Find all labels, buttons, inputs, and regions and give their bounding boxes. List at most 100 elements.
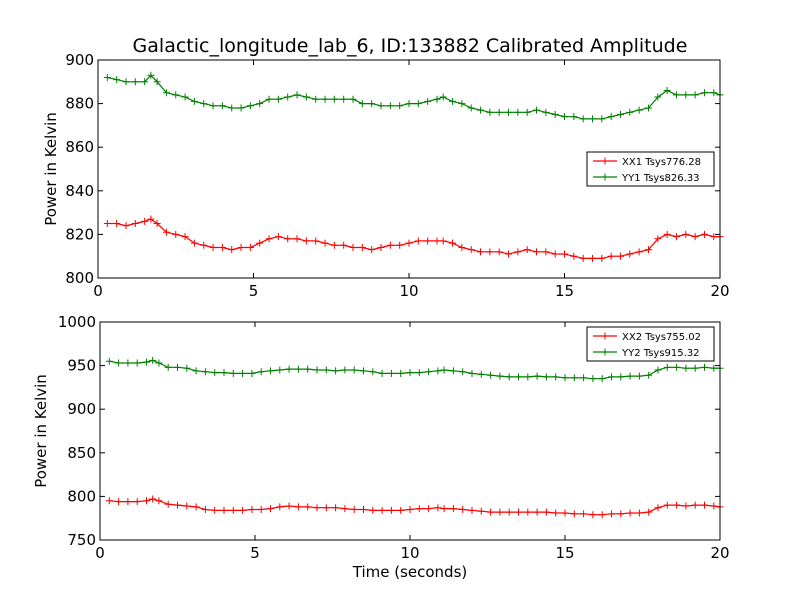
data-point — [552, 373, 560, 381]
data-point — [682, 364, 690, 372]
legend-marker — [601, 173, 609, 181]
y-tick-label: 800 — [67, 487, 96, 505]
data-point — [672, 233, 680, 241]
y-axis-label: Power in Kelvin — [32, 374, 50, 488]
data-point — [415, 369, 423, 377]
data-point — [155, 359, 163, 367]
data-point — [701, 363, 708, 371]
data-point — [284, 93, 292, 101]
bottom-plot: 0 5 10 15 20 750 800 850 900 950 1000 Power in Kelv… — [32, 313, 730, 581]
data-point — [248, 369, 256, 377]
data-point — [115, 498, 123, 506]
data-point — [174, 363, 181, 371]
data-point — [663, 501, 671, 509]
data-point — [340, 95, 348, 103]
data-point — [190, 97, 198, 105]
x-tick-label: 20 — [710, 282, 729, 300]
data-point — [710, 89, 718, 97]
data-point — [103, 220, 111, 227]
data-point — [332, 367, 340, 375]
data-point — [570, 252, 578, 260]
data-point — [209, 243, 217, 251]
data-point — [459, 505, 467, 513]
data-point — [644, 104, 652, 112]
data-point — [608, 373, 615, 381]
data-point — [449, 239, 457, 247]
data-point — [626, 372, 634, 380]
data-point — [405, 100, 413, 108]
data-point — [350, 505, 358, 513]
data-point — [486, 108, 494, 116]
data-point — [467, 246, 475, 254]
data-point — [434, 367, 442, 375]
data-point — [237, 243, 245, 251]
data-point — [700, 89, 708, 97]
y-tick-label: 850 — [67, 444, 96, 462]
data-point — [122, 222, 130, 230]
legend: XX1 Tsys776.28 YY1 Tsys826.33 — [586, 151, 715, 187]
data-point — [183, 502, 191, 510]
y-tick-label: 860 — [65, 138, 94, 156]
data-point — [378, 369, 386, 377]
data-point — [162, 228, 170, 236]
y-tick-label: 950 — [67, 357, 96, 375]
data-point — [710, 233, 718, 241]
data-point — [496, 508, 504, 516]
data-point — [654, 235, 662, 243]
y-tick-label: 800 — [65, 269, 94, 287]
data-point — [332, 504, 340, 512]
legend-entry: YY1 Tsys826.33 — [621, 173, 700, 184]
data-point — [153, 220, 161, 227]
data-point — [458, 100, 466, 108]
data-point — [477, 507, 485, 515]
data-point — [174, 501, 181, 509]
x-tick-label: 20 — [710, 544, 729, 562]
data-point — [524, 508, 532, 516]
series-1 — [105, 495, 724, 519]
data-point — [551, 111, 559, 118]
data-point — [440, 505, 448, 513]
data-point — [276, 366, 284, 374]
data-point — [654, 504, 662, 512]
data-point — [663, 230, 671, 238]
data-point — [330, 241, 338, 249]
data-point — [201, 368, 209, 376]
data-point — [228, 246, 236, 254]
data-point — [710, 364, 718, 372]
x-tick-label: 5 — [250, 544, 260, 562]
legend-marker — [601, 157, 609, 165]
data-point — [533, 508, 541, 516]
x-tick-label: 10 — [399, 282, 418, 300]
data-point — [449, 505, 457, 513]
data-point — [141, 217, 149, 225]
data-point — [589, 511, 597, 519]
x-tick-label: 15 — [555, 544, 574, 562]
data-point — [626, 250, 634, 258]
data-point — [340, 241, 348, 249]
data-point — [654, 366, 662, 374]
legend: XX2 Tsys755.02 YY2 Tsys915.32 — [586, 326, 715, 362]
data-point — [358, 243, 366, 251]
data-point — [626, 108, 634, 116]
data-point — [495, 248, 503, 256]
data-point — [105, 357, 113, 365]
data-point — [143, 497, 150, 505]
data-point — [256, 239, 264, 247]
data-point — [368, 100, 376, 108]
data-point — [580, 510, 588, 518]
data-point — [211, 369, 219, 377]
x-tick-label: 0 — [95, 544, 105, 562]
data-point — [369, 368, 377, 376]
data-point — [256, 100, 264, 108]
data-point — [322, 366, 330, 374]
data-point — [192, 367, 200, 375]
data-point — [147, 215, 155, 223]
data-point — [589, 375, 597, 383]
data-point — [673, 501, 681, 509]
series-2 — [105, 356, 724, 383]
data-point — [377, 243, 385, 251]
data-point — [542, 508, 550, 516]
data-point — [164, 500, 172, 508]
data-point — [257, 505, 265, 513]
data-point — [155, 497, 163, 505]
